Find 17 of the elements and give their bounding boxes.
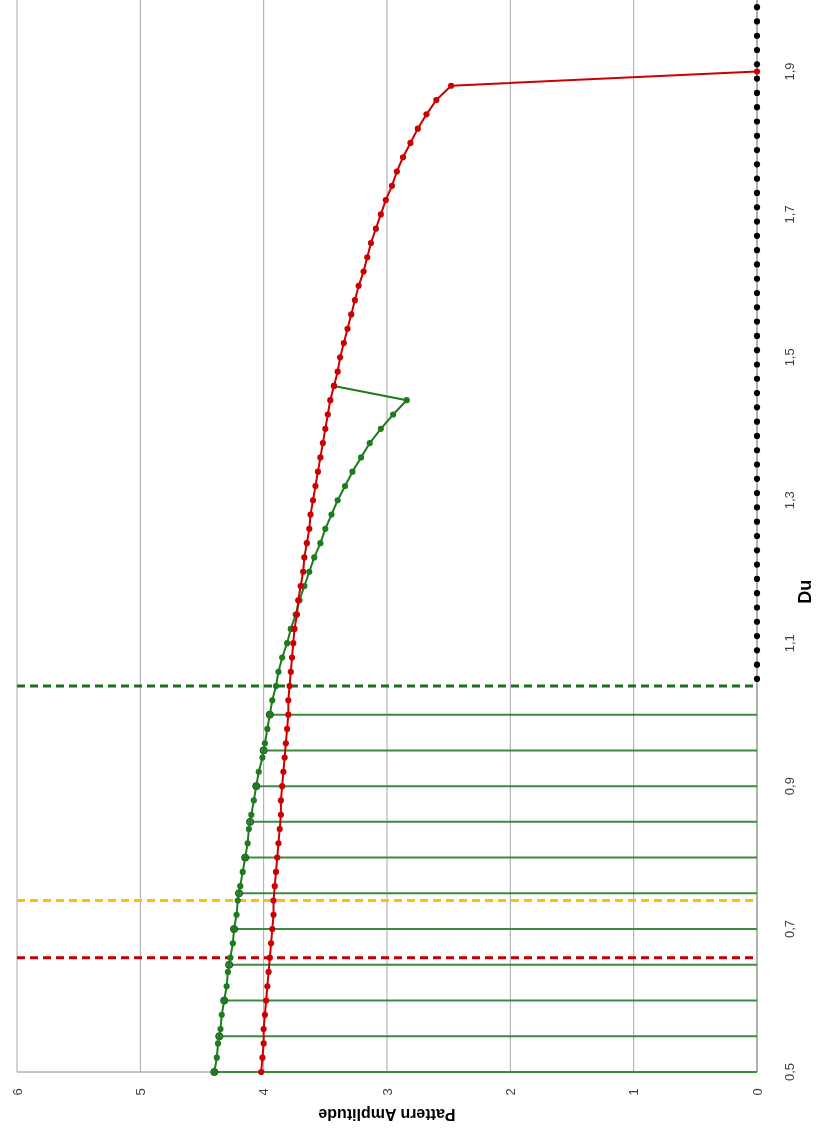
x-tick-label: 0 — [749, 1088, 765, 1096]
y-axis-title: Du — [795, 579, 815, 604]
y-tick-label: 1,7 — [781, 205, 797, 224]
y-tick-label: 1,9 — [781, 62, 797, 81]
x-tick-label: 5 — [132, 1088, 148, 1096]
x-tick-label: 1 — [626, 1088, 642, 1096]
y-tick-label: 1,3 — [781, 491, 797, 510]
x-tick-label: 4 — [256, 1088, 272, 1096]
y-tick-label: 0,9 — [781, 777, 797, 796]
x-tick-label: 2 — [502, 1088, 518, 1096]
y-tick-label: 1,1 — [781, 634, 797, 653]
x-axis-title: Pattern Amplitude — [318, 1105, 456, 1123]
y-tick-label: 1,5 — [781, 348, 797, 367]
x-tick-label: 6 — [9, 1088, 25, 1096]
x-tick-label: 3 — [379, 1088, 395, 1096]
y-tick-label: 0,7 — [781, 920, 797, 939]
y-tick-label: 0,5 — [781, 1062, 797, 1082]
